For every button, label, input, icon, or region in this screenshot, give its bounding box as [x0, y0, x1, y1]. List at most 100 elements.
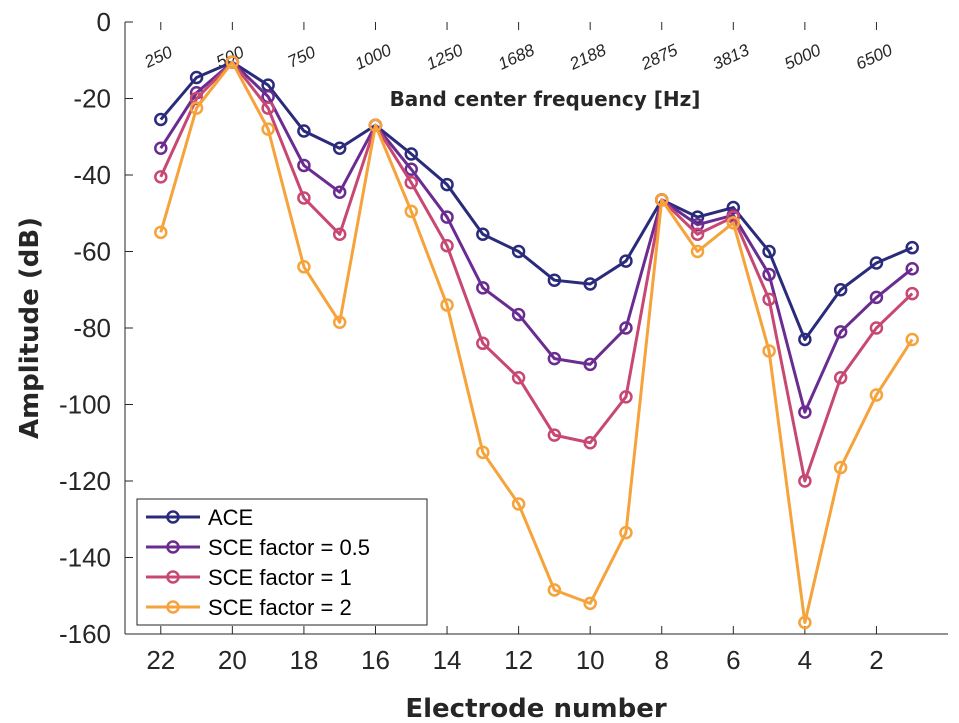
legend-item: SCE factor = 1	[146, 565, 352, 590]
data-point	[547, 273, 562, 287]
x-tick-label: 20	[218, 645, 247, 675]
x-tick-label: 4	[798, 645, 812, 675]
data-point	[905, 332, 919, 347]
data-point	[404, 162, 419, 177]
top-axis-title: Band center frequency [Hz]	[390, 87, 701, 111]
y-tick-label: 0	[97, 7, 111, 37]
data-point	[189, 91, 204, 106]
data-point	[583, 357, 597, 372]
series-layer	[154, 55, 919, 630]
data-point	[905, 240, 919, 255]
data-point	[726, 200, 741, 215]
data-point	[440, 298, 454, 312]
y-axis: 0 -20 -40 -60 -80 -100 -120 -140 -160	[59, 7, 133, 649]
y-tick-label: -40	[73, 160, 111, 190]
y-tick-label: -120	[59, 466, 111, 496]
data-point	[619, 254, 633, 268]
data-point	[440, 210, 454, 224]
x-tick-label: 18	[289, 645, 318, 675]
data-point	[154, 141, 168, 155]
data-point	[905, 261, 919, 276]
data-point	[332, 185, 347, 199]
series-line	[159, 60, 914, 414]
data-point	[869, 290, 884, 305]
data-point	[833, 325, 848, 339]
data-point	[762, 267, 776, 282]
data-point	[690, 217, 705, 232]
x-axis-title: Electrode number	[405, 694, 666, 723]
data-point	[833, 370, 848, 385]
data-point	[833, 460, 848, 475]
series-line	[159, 60, 913, 341]
data-point	[726, 216, 741, 230]
data-point	[654, 193, 669, 207]
data-point	[297, 124, 311, 138]
legend-box	[136, 498, 428, 626]
legend-item: SCE factor = 2	[146, 595, 352, 620]
data-point	[798, 474, 812, 488]
data-point	[583, 277, 597, 291]
data-point	[690, 210, 705, 224]
data-point	[869, 388, 884, 402]
y-tick-label: -100	[59, 390, 111, 420]
legend-label: SCE factor = 1	[208, 565, 352, 590]
data-point	[476, 281, 490, 295]
data-point	[762, 244, 776, 259]
data-point	[189, 101, 204, 115]
data-point	[404, 204, 419, 219]
data-point	[869, 321, 884, 335]
data-point	[583, 436, 597, 450]
data-point	[511, 497, 526, 511]
series-line	[159, 60, 914, 483]
series-3	[154, 55, 919, 630]
data-point	[332, 141, 347, 155]
series-0	[154, 55, 919, 347]
data-point	[583, 596, 597, 611]
legend-swatch-marker	[166, 540, 180, 554]
data-point	[332, 315, 347, 330]
data-point	[798, 405, 812, 419]
y-tick-label: -80	[73, 313, 111, 343]
data-point	[297, 260, 311, 274]
x-tick-label: 6	[726, 645, 740, 675]
data-point	[869, 256, 884, 270]
data-point	[332, 227, 347, 242]
data-point	[762, 344, 776, 358]
data-point	[189, 70, 204, 85]
data-point	[547, 583, 562, 597]
legend: ACE SCE factor = 0.5 SCE factor = 1 SCE fac…	[136, 498, 428, 626]
legend-swatch-marker	[166, 510, 180, 524]
data-point	[440, 177, 454, 192]
legend-label: SCE factor = 2	[208, 595, 352, 620]
data-point	[261, 101, 275, 115]
data-point	[690, 244, 705, 259]
data-point	[905, 286, 919, 301]
x-axis: 22 20 18 16 14 12 10 8 6 4 2	[125, 626, 948, 675]
data-point	[762, 292, 776, 307]
data-point	[619, 321, 633, 335]
legend-label: SCE factor = 0.5	[208, 535, 370, 560]
data-point	[798, 332, 812, 347]
series-line	[159, 60, 914, 625]
x-tick-label: 22	[146, 645, 175, 675]
data-point	[511, 244, 526, 259]
data-point	[619, 390, 633, 404]
x-tick-label: 8	[655, 645, 669, 675]
x-tick-label: 2	[869, 645, 883, 675]
data-point	[225, 55, 240, 69]
data-point	[368, 118, 383, 133]
data-point	[154, 225, 168, 240]
legend-swatch-marker	[166, 570, 180, 584]
data-point	[261, 89, 275, 104]
x-tick-label: 16	[361, 645, 390, 675]
data-point	[547, 428, 562, 442]
data-point	[154, 170, 168, 184]
y-axis-title: Amplitude (dB)	[15, 217, 45, 439]
y-tick-label: -20	[73, 84, 111, 114]
legend-swatch-marker	[166, 600, 180, 614]
y-tick-label: -140	[59, 543, 111, 573]
data-point	[404, 147, 419, 161]
data-point	[261, 122, 275, 136]
data-point	[798, 615, 812, 630]
